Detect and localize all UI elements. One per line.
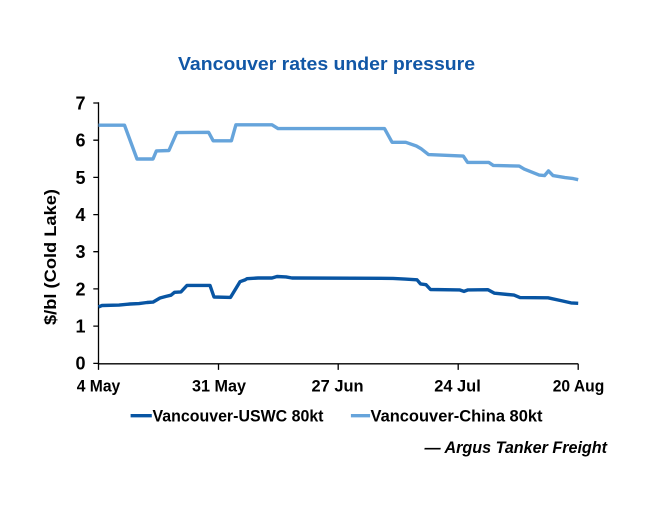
svg-text:Vancouver rates under pressure: Vancouver rates under pressure [178, 54, 475, 74]
svg-text:Vancouver-USWC 80kt: Vancouver-USWC 80kt [153, 408, 324, 426]
svg-text:— Argus Tanker Freight: — Argus Tanker Freight [424, 438, 609, 457]
svg-text:24 Jul: 24 Jul [434, 377, 481, 395]
svg-text:0: 0 [75, 354, 85, 374]
svg-text:1: 1 [75, 317, 85, 337]
svg-text:Vancouver-China 80kt: Vancouver-China 80kt [371, 408, 543, 426]
svg-text:6: 6 [75, 131, 85, 151]
svg-text:7: 7 [75, 93, 85, 113]
svg-text:4 May: 4 May [77, 377, 121, 395]
svg-text:20 Aug: 20 Aug [553, 377, 605, 395]
svg-text:5: 5 [75, 168, 85, 188]
svg-text:$/bl (Cold Lake): $/bl (Cold Lake) [41, 189, 60, 325]
svg-text:2: 2 [75, 279, 85, 299]
svg-text:27 Jun: 27 Jun [312, 377, 364, 395]
svg-text:3: 3 [75, 242, 85, 262]
svg-text:4: 4 [75, 205, 85, 225]
svg-text:31 May: 31 May [192, 377, 247, 395]
